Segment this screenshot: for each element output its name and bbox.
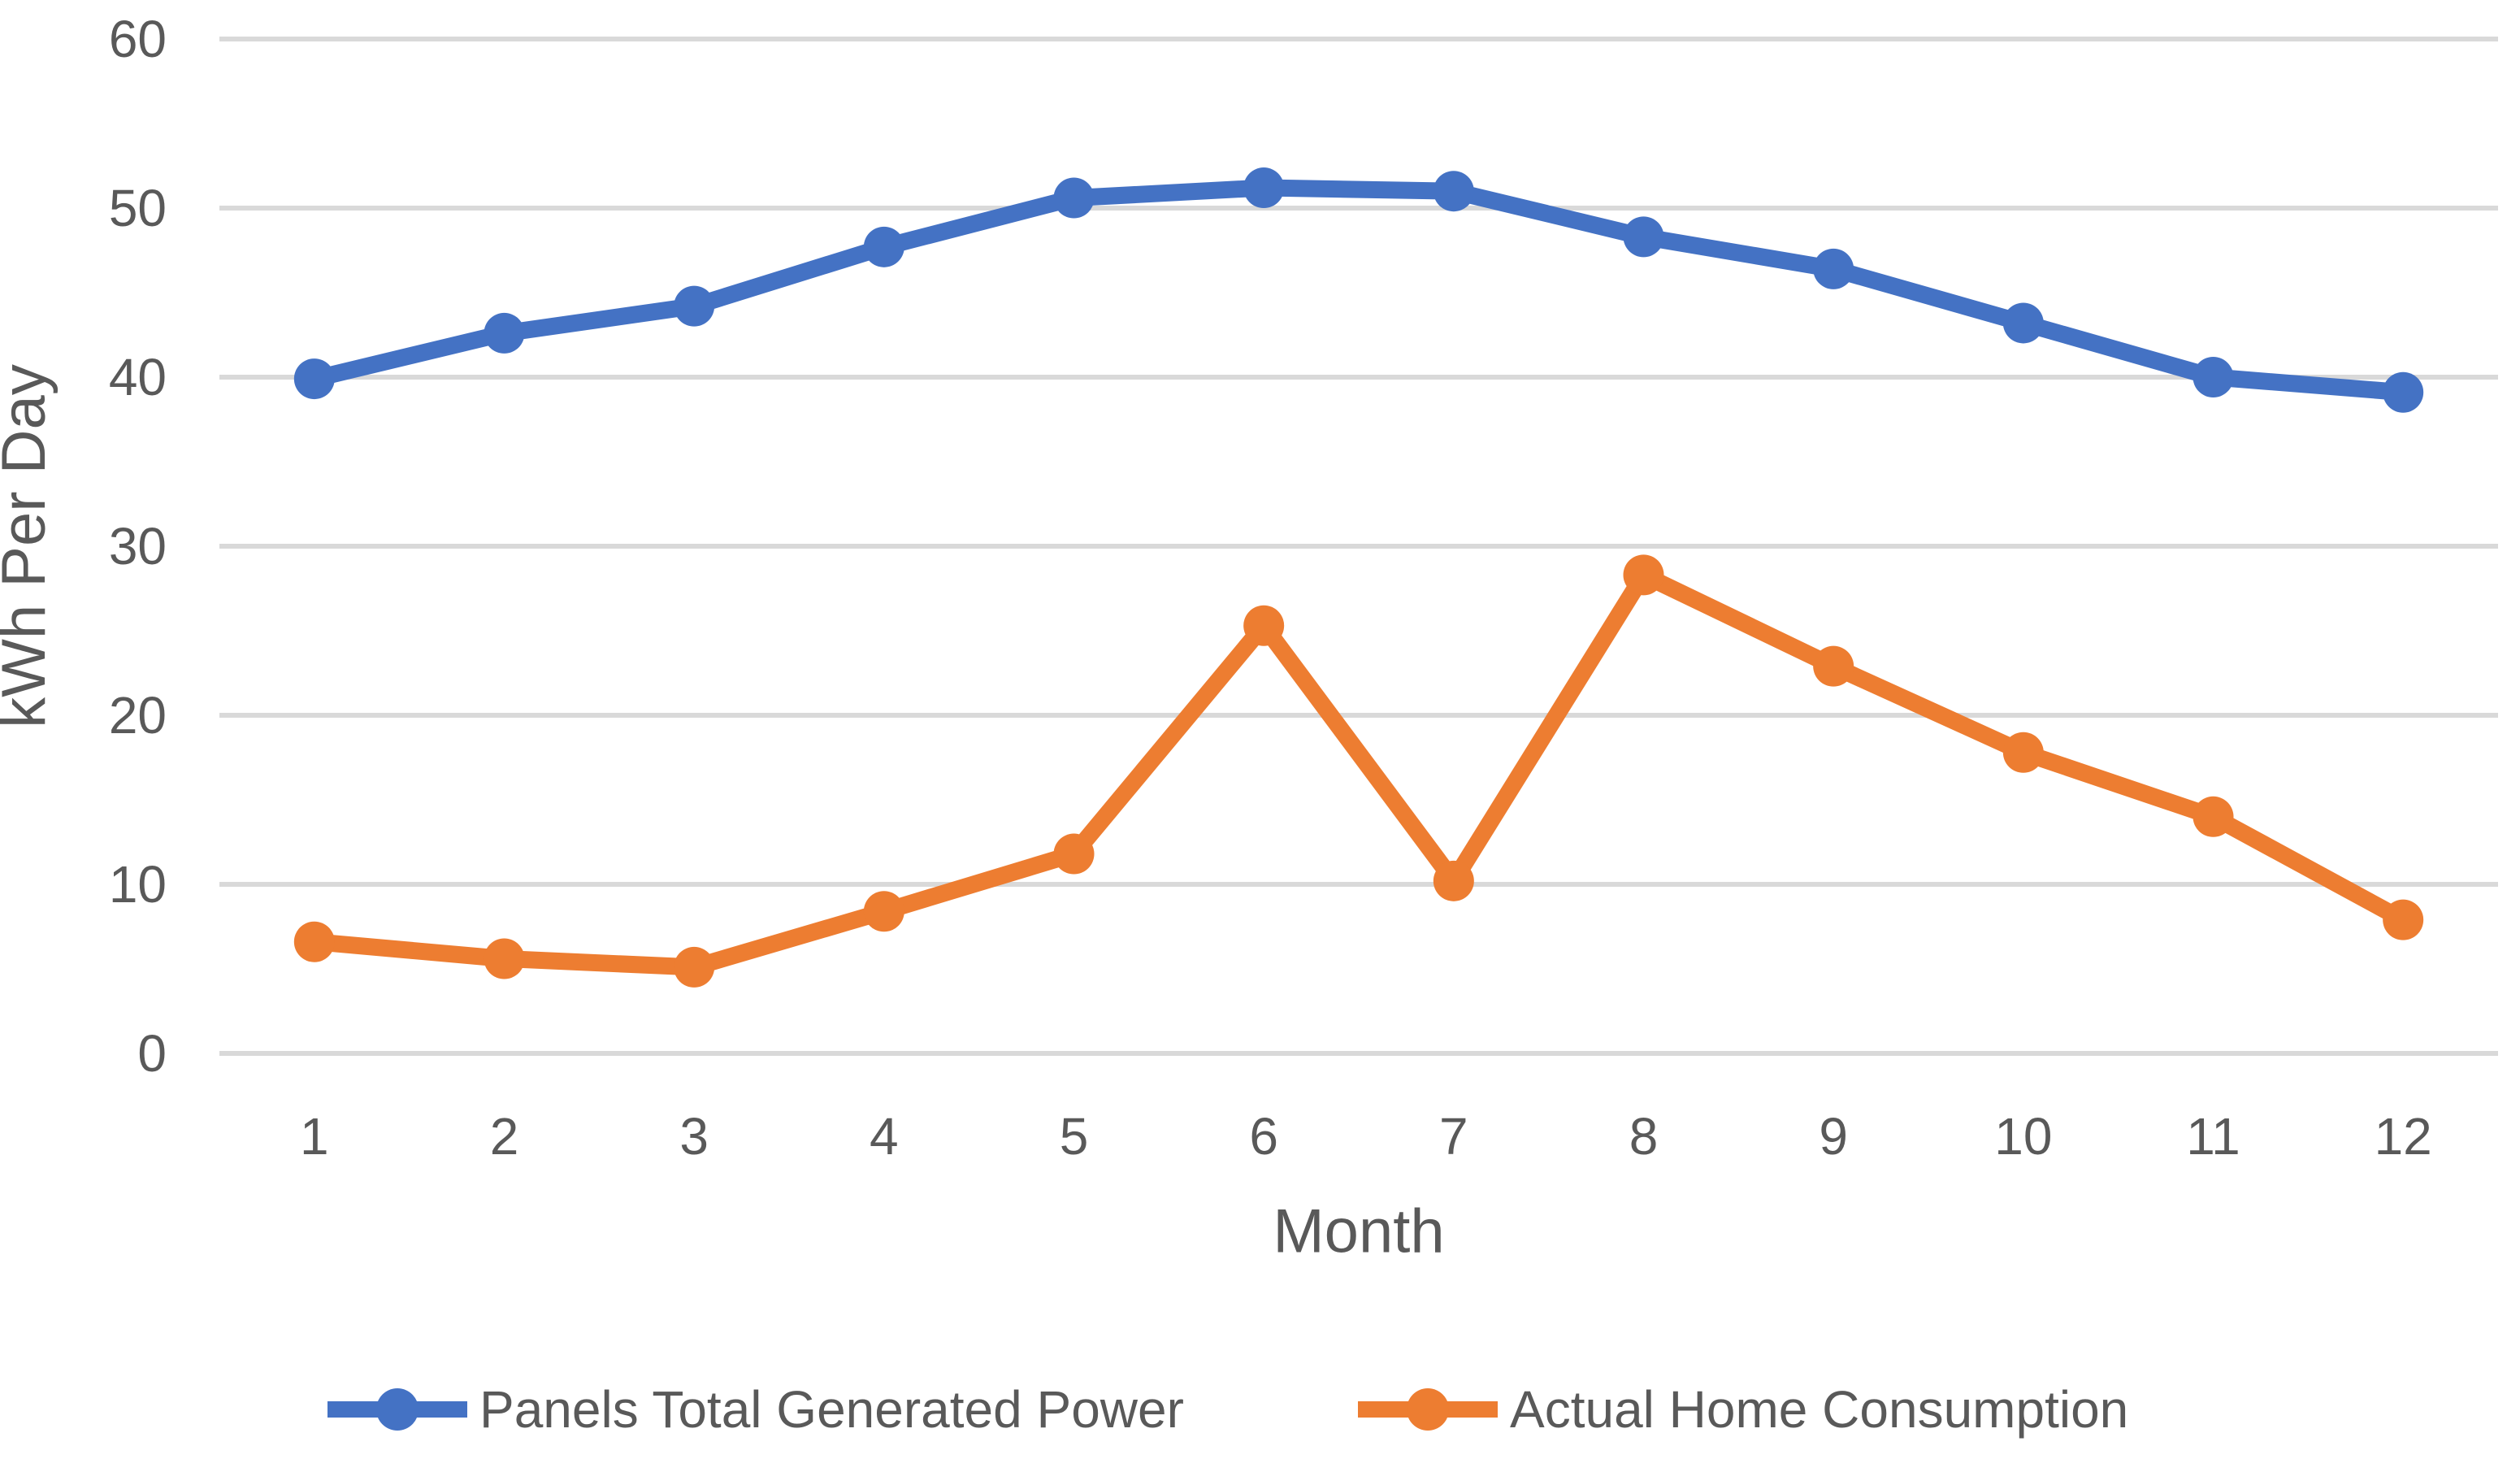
y-tick-label: 30: [109, 517, 167, 575]
data-point-marker: [2002, 732, 2044, 773]
y-tick-label: 10: [109, 855, 167, 914]
data-point-marker: [1433, 171, 1474, 212]
x-tick-label: 5: [1060, 1107, 1089, 1166]
x-tick-label: 7: [1439, 1107, 1468, 1166]
data-point-marker: [674, 285, 715, 327]
data-point-marker: [1623, 216, 1664, 258]
data-point-marker: [293, 921, 335, 962]
data-point-marker: [1243, 167, 1285, 209]
legend-item: Panels Total Generated Power: [327, 1380, 1184, 1439]
data-point-marker: [1623, 554, 1664, 596]
legend-item: Actual Home Consumption: [1358, 1380, 2128, 1439]
series-lines: [293, 167, 2424, 988]
legend-label: Panels Total Generated Power: [479, 1380, 1184, 1439]
x-tick-label: 6: [1249, 1107, 1278, 1166]
data-point-marker: [2193, 796, 2234, 837]
data-point-marker: [1813, 645, 1854, 687]
y-axis-tick-labels: 0 10 20 30 40 50 60: [109, 10, 167, 1083]
series-line: [306, 566, 2412, 976]
data-point-marker: [1433, 860, 1474, 901]
data-point-marker: [293, 358, 335, 400]
x-tick-label: 8: [1629, 1107, 1659, 1166]
data-point-marker: [1053, 177, 1095, 219]
legend: Panels Total Generated Power Actual Home …: [327, 1380, 2128, 1439]
legend-point-marker-icon: [1407, 1388, 1449, 1431]
data-point-marker: [2383, 371, 2424, 413]
y-tick-label: 50: [109, 179, 167, 237]
x-tick-label: 4: [870, 1107, 899, 1166]
data-point-marker: [1243, 605, 1285, 646]
y-tick-label: 60: [109, 10, 167, 68]
x-tick-label: 10: [1994, 1107, 2052, 1166]
data-point-marker: [2383, 899, 2424, 940]
gridlines: [219, 37, 2498, 1056]
x-axis-title: Month: [1273, 1197, 1444, 1266]
y-axis-title: kWh Per Day: [0, 364, 59, 728]
y-tick-label: 20: [109, 686, 167, 745]
data-point-marker: [863, 891, 904, 932]
y-tick-label: 40: [109, 348, 167, 406]
data-point-marker: [1053, 833, 1095, 875]
data-point-marker: [2193, 357, 2234, 397]
y-tick-label: 0: [137, 1024, 167, 1083]
x-axis-tick-labels: 1 2 3 4 5 6 7 8 9 10 11 12: [300, 1107, 2432, 1166]
data-point-marker: [2002, 302, 2044, 344]
x-tick-label: 12: [2375, 1107, 2432, 1166]
data-point-marker: [863, 226, 904, 267]
legend-label: Actual Home Consumption: [1510, 1380, 2128, 1439]
data-point-marker: [484, 938, 525, 979]
x-tick-label: 2: [490, 1107, 519, 1166]
legend-point-marker-icon: [376, 1388, 419, 1431]
data-point-marker: [674, 946, 715, 988]
x-tick-label: 3: [679, 1107, 709, 1166]
data-point-marker: [1813, 248, 1854, 289]
data-point-marker: [484, 312, 525, 354]
x-tick-label: 11: [2186, 1107, 2240, 1166]
x-tick-label: 9: [1819, 1107, 1848, 1166]
series-line: [306, 179, 2412, 402]
x-tick-label: 1: [300, 1107, 329, 1166]
